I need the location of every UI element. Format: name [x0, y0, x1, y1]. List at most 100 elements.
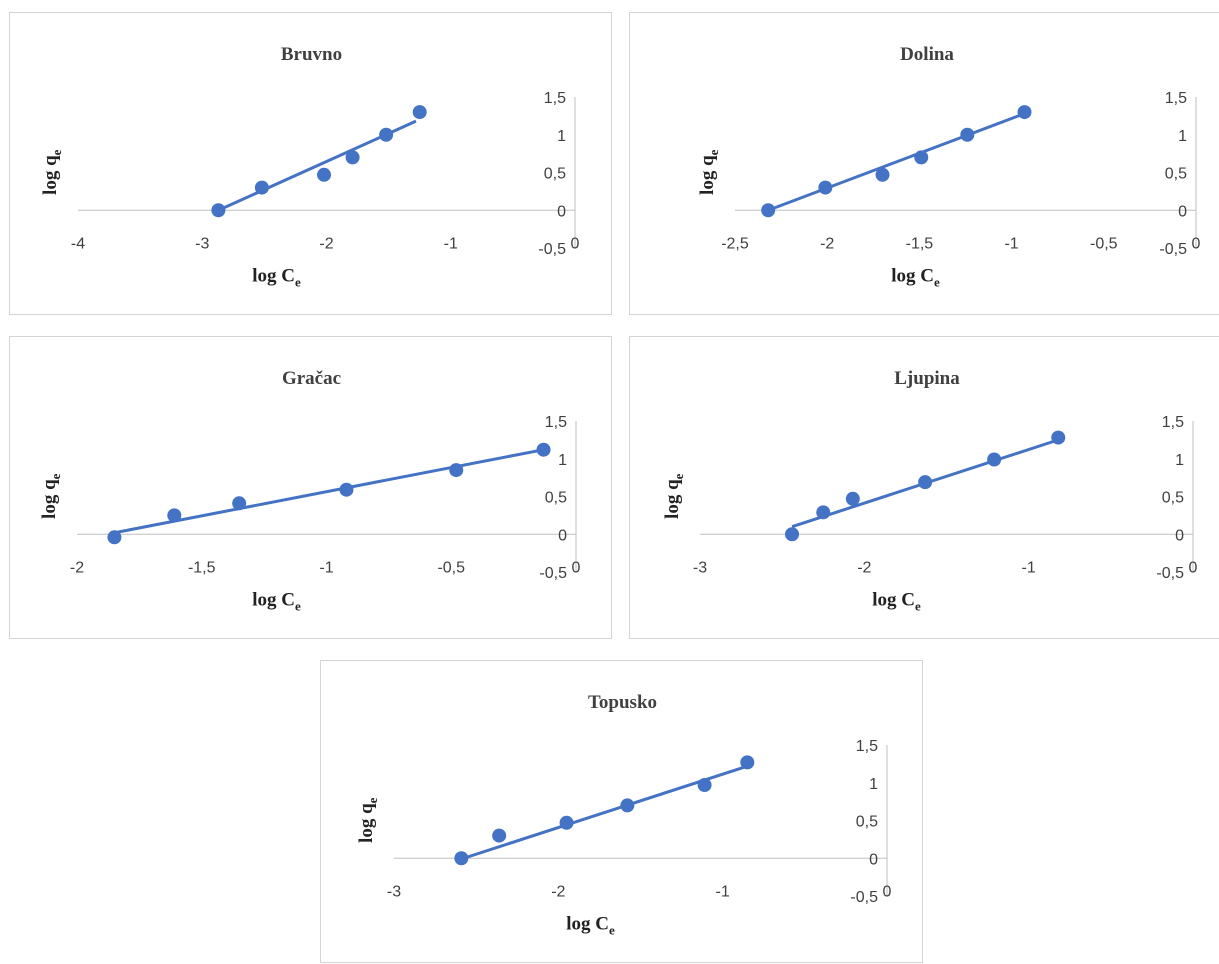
data-point [1017, 105, 1032, 120]
x-tick-label: -2 [70, 559, 84, 576]
data-point [845, 491, 860, 506]
data-point [987, 452, 1002, 467]
data-point [761, 203, 776, 218]
data-point [697, 778, 712, 793]
y-tick-label: -0,5 [1156, 565, 1184, 582]
data-point [918, 475, 933, 490]
x-tick-label: -0,5 [1090, 235, 1118, 252]
y-tick-label: 1 [869, 776, 878, 793]
chart-title: Topusko [588, 692, 657, 713]
chart-svg: Ljupina -3 -2 -1 0 1,5 1 0,5 0 -0,5 log Ce log qe [662, 368, 1198, 613]
y-tick-label: 1 [1178, 128, 1187, 145]
y-tick-label: 0,5 [1162, 490, 1184, 507]
y-tick-label: -0,5 [538, 241, 566, 258]
data-point [345, 150, 360, 165]
x-tick-label: -1 [444, 235, 458, 252]
y-tick-label: 0 [558, 527, 567, 544]
chart-panel-dolina: Dolina -2,5 -2 -1,5 -1 -0,5 0 1,5 1 0,5 0 -0,5 log C… [629, 12, 1219, 315]
y-axis-label: log qe [40, 149, 64, 195]
data-point [960, 127, 975, 142]
y-tick-label: 0,5 [545, 490, 567, 507]
data-point [620, 798, 635, 813]
data-point [536, 442, 551, 457]
y-tick-label: 0 [1175, 527, 1184, 544]
x-tick-label: 0 [572, 559, 581, 576]
y-axis-label: log qe [697, 149, 721, 195]
data-point [785, 527, 800, 542]
x-tick-label: -2,5 [721, 235, 749, 252]
data-point [317, 167, 332, 182]
data-point [816, 505, 831, 520]
x-tick-label: -1 [716, 883, 730, 900]
x-tick-label: -1,5 [906, 235, 934, 252]
x-axis-label: log Ce [252, 265, 301, 289]
data-point [254, 180, 269, 195]
x-tick-label: -3 [387, 883, 401, 900]
y-tick-label: 0,5 [856, 814, 878, 831]
data-point [449, 463, 464, 478]
x-tick-label: -4 [71, 235, 85, 252]
y-axis-label: log qe [662, 473, 686, 519]
data-point [379, 127, 394, 142]
chart-svg: Dolina -2,5 -2 -1,5 -1 -0,5 0 1,5 1 0,5 0 -0,5 log C… [697, 44, 1201, 289]
x-tick-label: -1 [319, 559, 333, 576]
trendline [767, 112, 1026, 212]
x-tick-label: -2 [857, 559, 871, 576]
x-tick-label: 0 [883, 883, 892, 900]
y-tick-label: 0 [557, 203, 566, 220]
chart-title: Bruvno [281, 44, 342, 65]
chart-title: Ljupina [894, 368, 960, 389]
y-tick-label: -0,5 [850, 889, 878, 906]
x-tick-label: 0 [1192, 235, 1201, 252]
y-tick-label: 1 [1175, 452, 1184, 469]
data-point [211, 203, 226, 218]
x-tick-label: -2 [319, 235, 333, 252]
data-point [492, 828, 507, 843]
trendline [114, 448, 544, 535]
y-tick-label: 1 [558, 452, 567, 469]
chart-svg: Bruvno -4 -3 -2 -1 0 1,5 1 0,5 0 -0,5 log Ce log qe [40, 44, 580, 289]
data-point [412, 105, 427, 120]
x-tick-label: -1 [1022, 559, 1036, 576]
y-tick-label: 1,5 [1162, 414, 1184, 431]
data-point [559, 815, 574, 830]
y-axis-label: log qe [356, 797, 380, 843]
x-tick-label: 0 [1189, 559, 1198, 576]
x-tick-label: -3 [693, 559, 707, 576]
y-tick-label: -0,5 [539, 565, 567, 582]
data-point [232, 496, 247, 511]
x-axis-label: log Ce [872, 589, 921, 613]
chart-panel-topusko: Topusko -3 -2 -1 0 1,5 1 0,5 0 -0,5 log Ce log qe [320, 660, 923, 963]
chart-panel-gracac: Gračac -2 -1,5 -1 -0,5 0 1,5 1 0,5 0 -0,5 log Ce log… [9, 336, 612, 639]
y-tick-label: 0 [869, 851, 878, 868]
y-tick-label: 1,5 [856, 738, 878, 755]
y-tick-label: 0 [1178, 203, 1187, 220]
chart-title: Gračac [282, 368, 341, 389]
data-point [914, 150, 929, 165]
y-tick-label: 0,5 [1165, 166, 1187, 183]
x-tick-label: 0 [571, 235, 580, 252]
chart-svg: Topusko -3 -2 -1 0 1,5 1 0,5 0 -0,5 log Ce log qe [356, 692, 892, 937]
y-axis-label: log qe [39, 473, 63, 519]
data-point [875, 167, 890, 182]
chart-title: Dolina [900, 44, 954, 65]
data-point [107, 530, 122, 545]
data-point [740, 755, 755, 770]
x-tick-label: -3 [195, 235, 209, 252]
chart-svg: Gračac -2 -1,5 -1 -0,5 0 1,5 1 0,5 0 -0,5 log Ce log… [39, 368, 581, 613]
y-tick-label: 1,5 [1165, 90, 1187, 107]
y-tick-label: 1,5 [544, 90, 566, 107]
x-tick-label: -2 [820, 235, 834, 252]
y-tick-label: 1 [557, 128, 566, 145]
chart-panel-bruvno: Bruvno -4 -3 -2 -1 0 1,5 1 0,5 0 -0,5 log Ce log qe [9, 12, 612, 315]
x-tick-label: -2 [551, 883, 565, 900]
y-tick-label: 0,5 [544, 166, 566, 183]
data-point [339, 482, 354, 497]
data-point [454, 851, 469, 866]
chart-panel-ljupina: Ljupina -3 -2 -1 0 1,5 1 0,5 0 -0,5 log Ce log qe [629, 336, 1219, 639]
x-axis-label: log Ce [566, 913, 615, 937]
data-point [167, 508, 182, 523]
y-tick-label: -0,5 [1159, 241, 1187, 258]
data-point [818, 180, 833, 195]
x-tick-label: -1 [1004, 235, 1018, 252]
